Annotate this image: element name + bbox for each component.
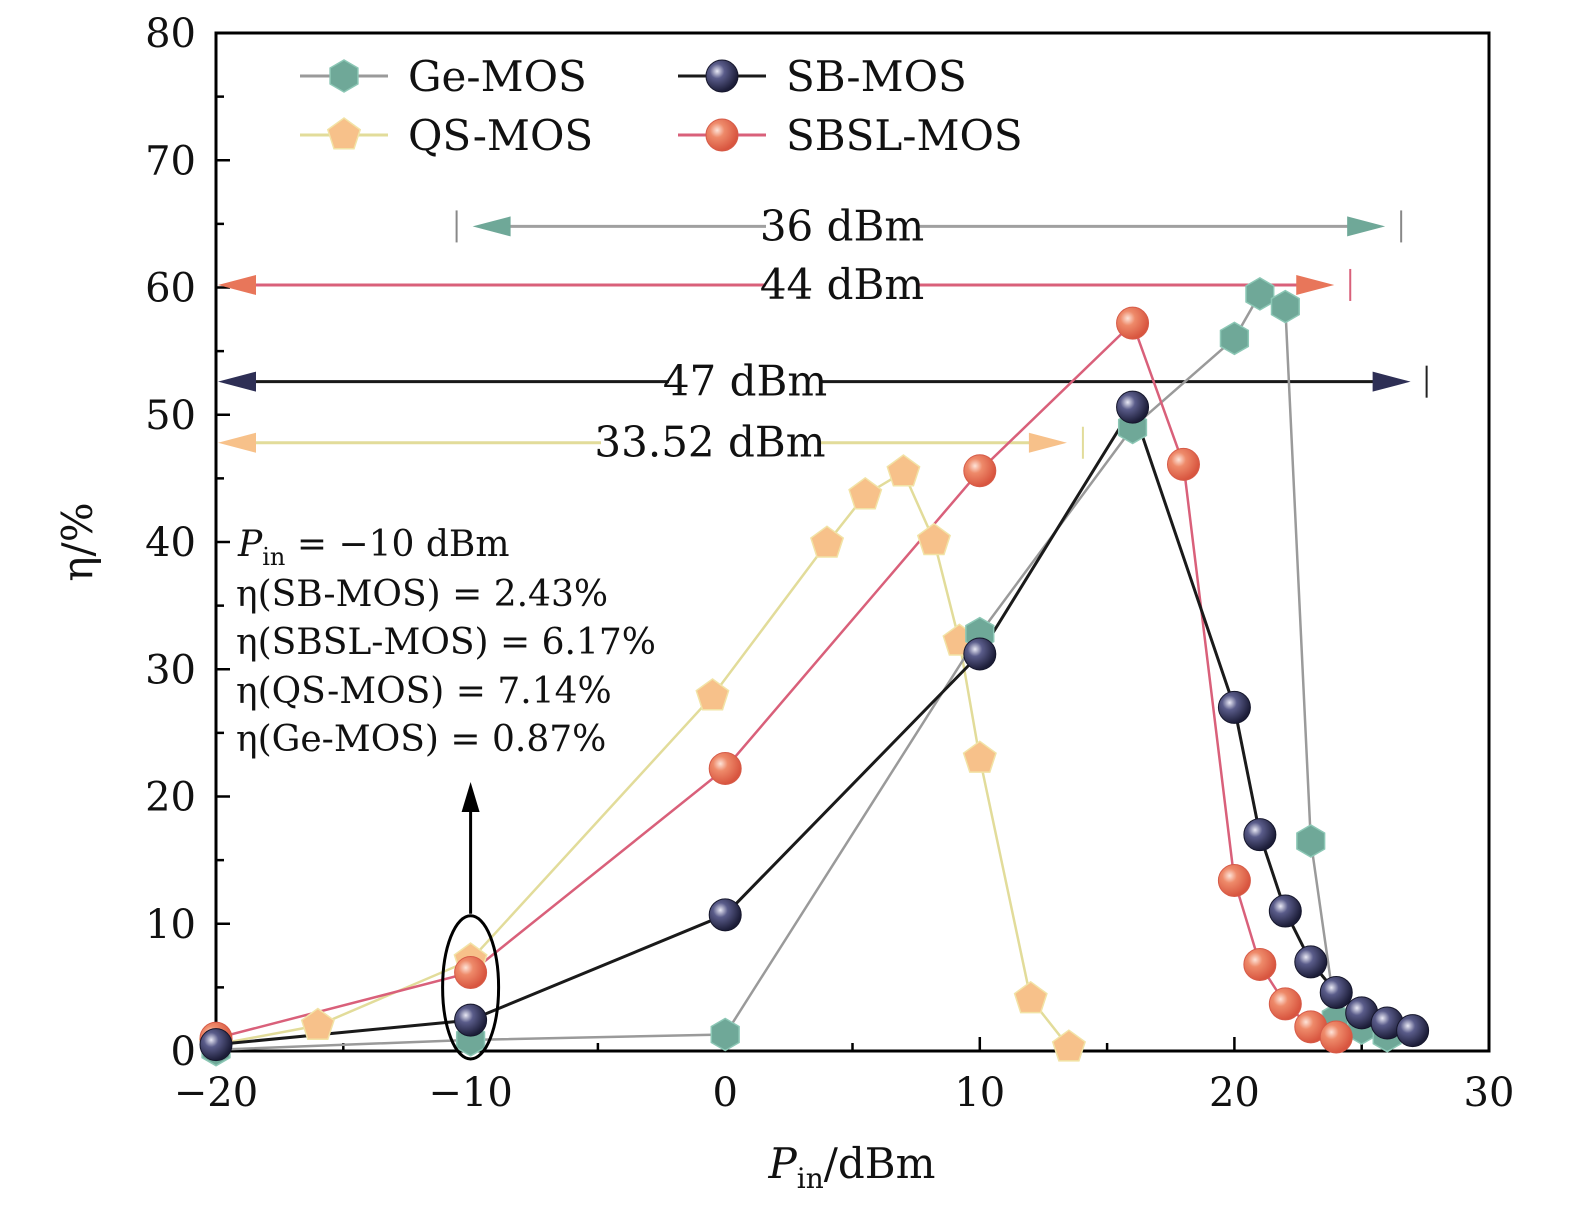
x-tick-label: −10 — [428, 1070, 512, 1116]
data-point-ge-mos — [1296, 824, 1326, 858]
data-point-ge-mos — [1245, 277, 1275, 311]
data-point-qs-mos — [916, 522, 951, 556]
span-47-dbm: 47 dBm — [218, 357, 1428, 406]
legend-marker-sb-mos — [705, 59, 739, 93]
legend-item-ge-mos: Ge-MOS — [300, 52, 587, 101]
data-point-qs-mos — [848, 476, 883, 510]
legend-label: SBSL-MOS — [786, 111, 1023, 160]
legend: Ge-MOS SB-MOS QS-MOS SBSL-MOS — [300, 52, 1023, 160]
annotation-text-block: Pin = −10 dBm η(SB-MOS) = 2.43% η(SBSL-M… — [236, 524, 656, 760]
data-point-qs-mos — [300, 1007, 335, 1041]
data-point-sb-mos — [1396, 1014, 1430, 1048]
highlight-arrowhead — [461, 782, 480, 812]
span-label: 47 dBm — [663, 357, 827, 406]
data-point-ge-mos — [710, 1017, 740, 1052]
data-point-qs-mos — [695, 678, 730, 711]
span-33-52-dbm: 33.52 dBm — [218, 418, 1084, 467]
span-label: 36 dBm — [760, 201, 924, 250]
y-tick-label: 10 — [145, 902, 196, 948]
data-point-ge-mos — [1219, 321, 1250, 356]
data-point-sb-mos — [454, 1003, 488, 1037]
x-tick-label: 0 — [712, 1070, 737, 1116]
y-tick-label: 0 — [171, 1029, 196, 1075]
legend-label: QS-MOS — [408, 111, 593, 160]
data-point-qs-mos — [1051, 1029, 1086, 1062]
span-36-dbm: 36 dBm — [455, 201, 1403, 250]
tick-labels: −20 −10 0 10 20 30 0 10 20 30 40 50 60 70 80 — [145, 11, 1514, 1116]
data-point-qs-mos — [962, 740, 997, 773]
y-tick-label: 50 — [145, 393, 196, 439]
annotation-line-qs: η(QS-MOS) = 7.14% — [236, 671, 612, 712]
y-tick-label: 70 — [145, 138, 196, 184]
data-point-sbsl-mos — [1243, 947, 1277, 981]
y-axis-label: η/% — [53, 502, 102, 581]
x-axis-label: Pin/dBm — [768, 1139, 936, 1195]
data-point-sb-mos — [1294, 945, 1328, 979]
span-label: 44 dBm — [760, 260, 924, 309]
data-point-qs-mos — [886, 454, 921, 487]
highlight-ellipse — [441, 914, 501, 1061]
data-point-qs-mos — [1013, 980, 1048, 1014]
data-point-sb-mos — [708, 898, 742, 932]
arrowhead-left — [472, 216, 511, 237]
annotation-line-sb: η(SB-MOS) = 2.43% — [236, 574, 608, 615]
legend-marker-ge-mos — [329, 59, 359, 93]
span-label: 33.52 dBm — [594, 418, 825, 467]
y-tick-label: 60 — [145, 266, 196, 312]
legend-item-qs-mos: QS-MOS — [300, 111, 593, 160]
arrowhead-right — [1296, 274, 1335, 295]
series-line-qs-mos — [215, 470, 1070, 1048]
x-tick-label: 10 — [954, 1070, 1005, 1116]
data-point-sbsl-mos — [1166, 447, 1200, 481]
data-point-sb-mos — [963, 637, 997, 671]
annotation-line-ge: η(Ge-MOS) = 0.87% — [236, 719, 606, 760]
data-point-sb-mos — [1268, 894, 1302, 928]
y-tick-label: 20 — [145, 775, 196, 821]
data-point-sb-mos — [1319, 975, 1353, 1009]
arrowhead-left — [218, 371, 256, 392]
data-point-sbsl-mos — [1268, 987, 1302, 1021]
data-point-sbsl-mos — [1217, 863, 1251, 897]
data-point-sbsl-mos — [1319, 1020, 1353, 1054]
arrowhead-right — [1028, 432, 1067, 453]
data-point-sb-mos — [1217, 690, 1251, 724]
annotation-line-sbsl: η(SBSL-MOS) = 6.17% — [236, 622, 656, 663]
y-tick-label: 40 — [145, 520, 196, 566]
data-point-sbsl-mos — [708, 752, 742, 786]
highlight-annotation — [441, 782, 501, 1061]
x-tick-label: 20 — [1209, 1070, 1260, 1116]
arrowhead-right — [1372, 371, 1411, 392]
legend-label: SB-MOS — [786, 52, 967, 101]
data-point-sbsl-mos — [963, 454, 997, 488]
y-tick-label: 30 — [145, 647, 196, 693]
annotation-line-pin: Pin = −10 dBm — [237, 524, 509, 571]
x-tick-label: −20 — [174, 1070, 258, 1116]
data-point-sb-mos — [1243, 818, 1277, 852]
legend-item-sbsl-mos: SBSL-MOS — [678, 111, 1023, 160]
legend-marker-qs-mos — [326, 117, 362, 150]
x-tick-label: 30 — [1464, 1070, 1515, 1116]
data-point-sbsl-mos — [1116, 306, 1150, 340]
legend-item-sb-mos: SB-MOS — [678, 52, 967, 101]
data-point-qs-mos — [810, 525, 845, 558]
span-annotations: 36 dBm 44 dBm 47 dBm 33.52 dBm — [218, 201, 1428, 467]
arrowhead-left — [218, 274, 256, 295]
arrowhead-right — [1347, 216, 1386, 237]
legend-label: Ge-MOS — [408, 52, 587, 101]
span-44-dbm: 44 dBm — [218, 260, 1352, 309]
data-point-sbsl-mos — [454, 955, 488, 989]
data-point-sb-mos — [1116, 390, 1150, 424]
series-markers — [198, 277, 1430, 1067]
data-point-ge-mos — [1270, 289, 1300, 324]
legend-marker-sbsl-mos — [705, 118, 739, 152]
arrowhead-left — [218, 432, 256, 453]
y-tick-label: 80 — [145, 11, 196, 57]
data-point-sb-mos — [199, 1028, 233, 1062]
